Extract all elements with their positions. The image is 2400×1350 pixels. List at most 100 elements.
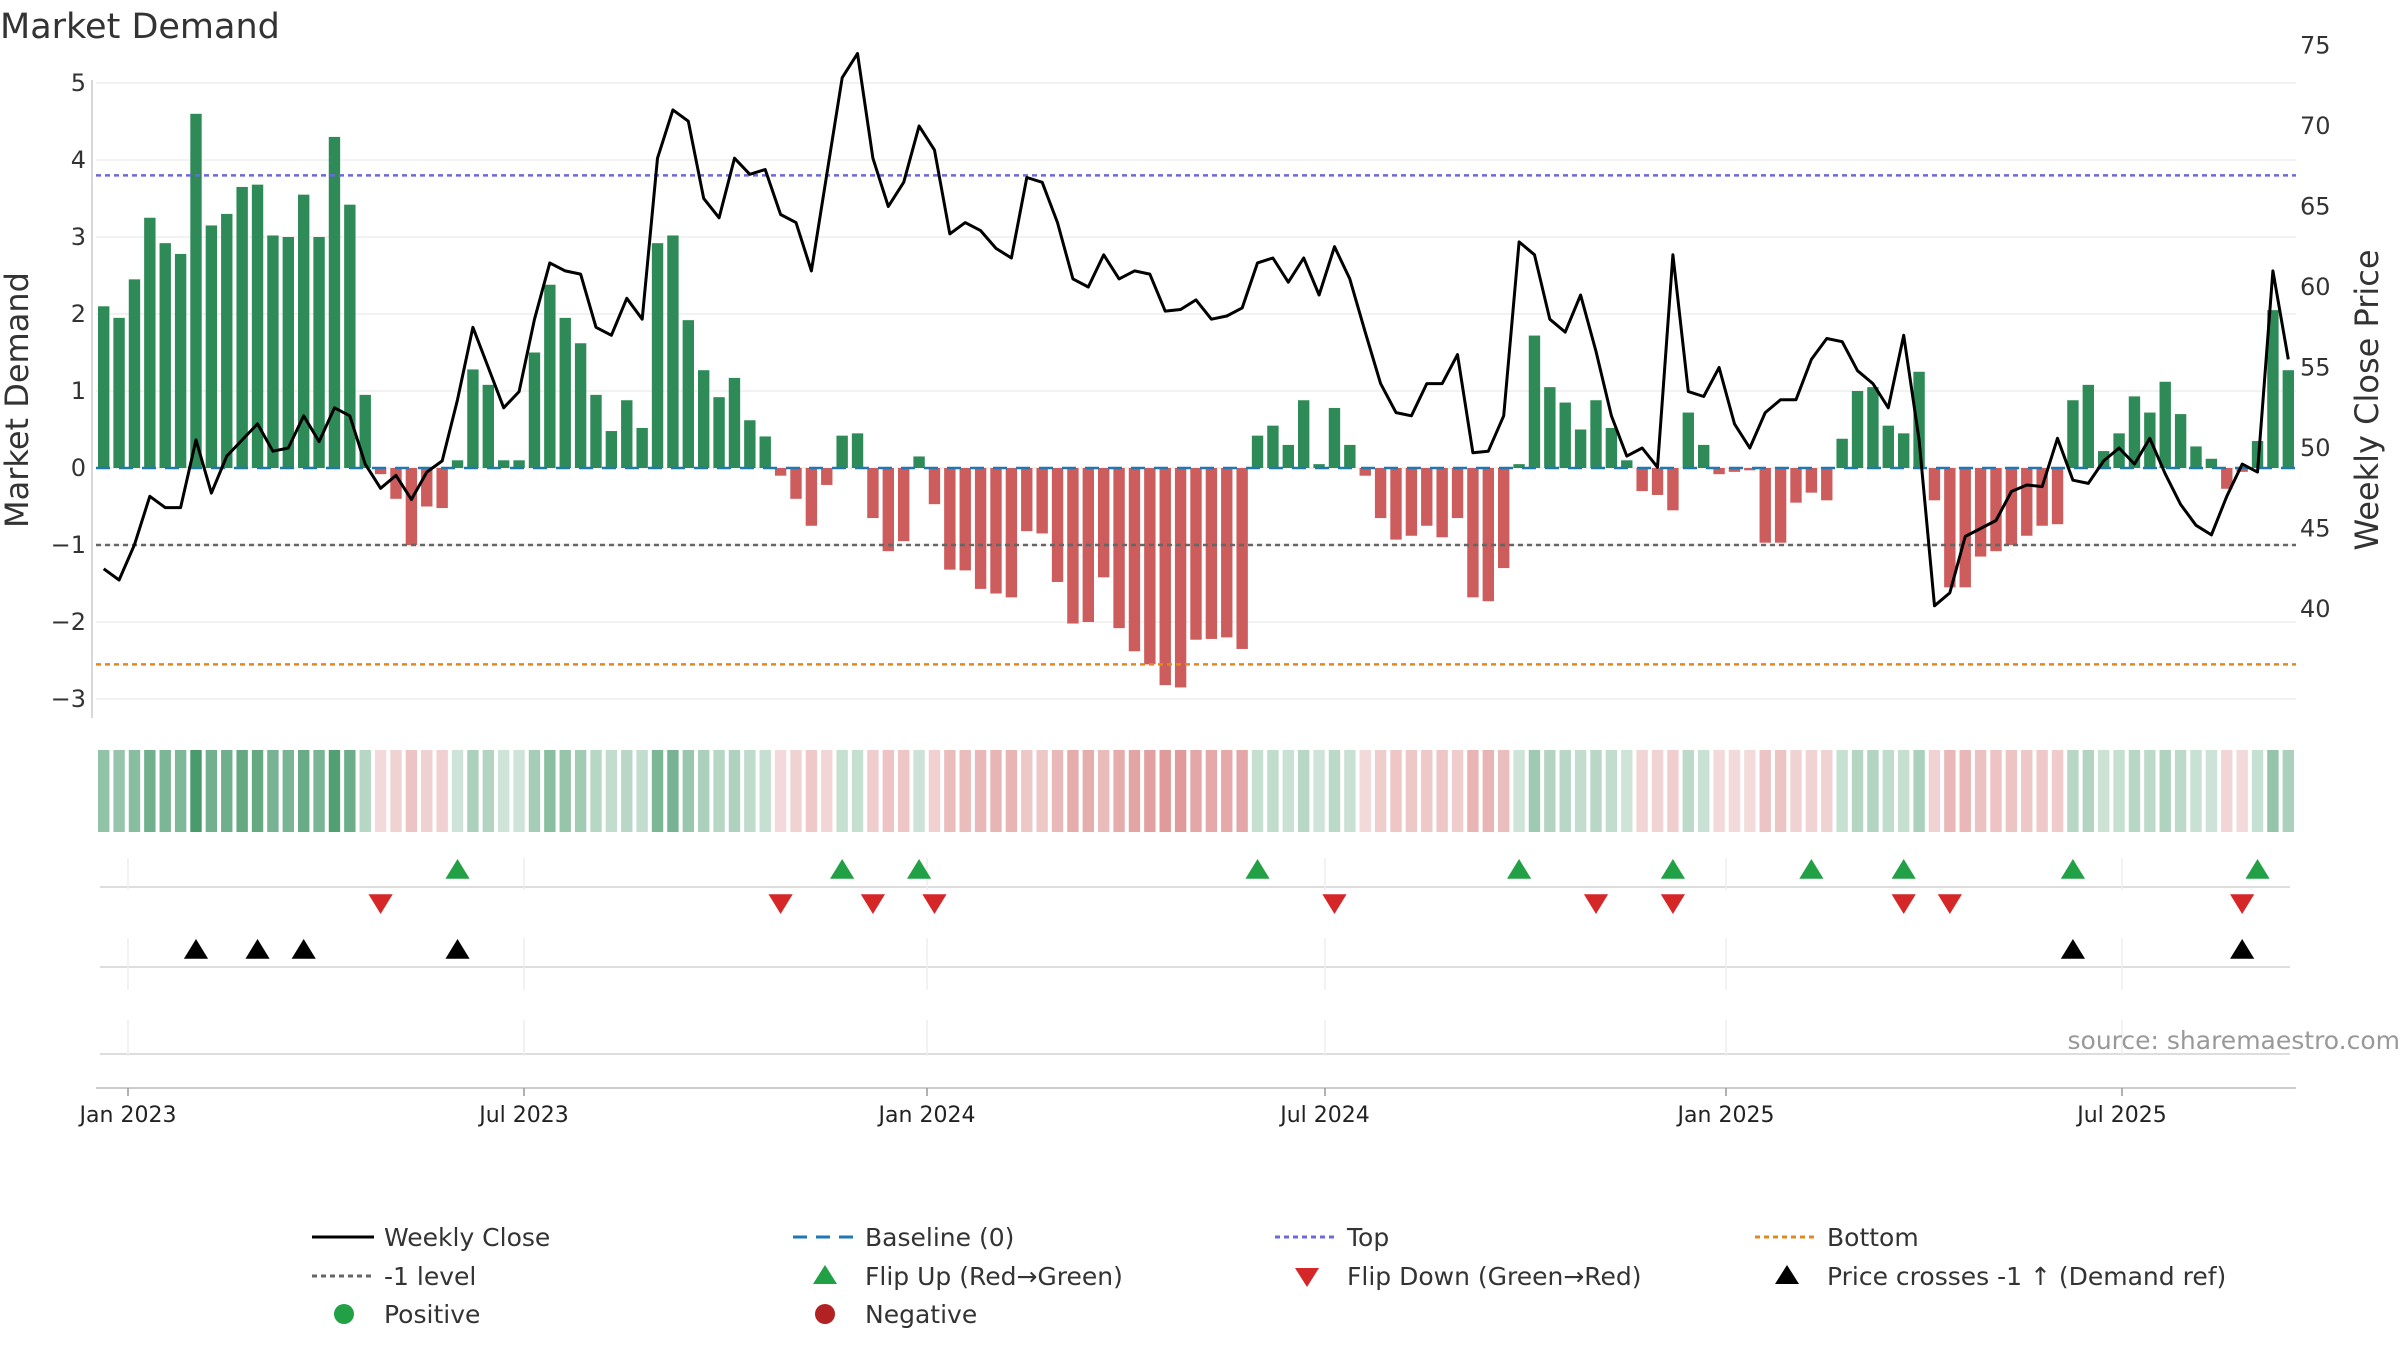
heat-strip-cell	[190, 750, 202, 832]
demand-bar	[1682, 412, 1694, 468]
axes: 5 4 3 2 1 0 −1 −2 −3 75 70 65 60 55 50 45 40	[51, 32, 2331, 718]
demand-bar	[1374, 468, 1387, 519]
heat-strip-cell	[1021, 750, 1033, 832]
heat-strip-cell	[1590, 750, 1602, 832]
heat-strip-cell	[1098, 750, 1110, 832]
heat-strip-cell	[774, 750, 787, 832]
demand-bar	[574, 343, 587, 468]
demand-bar	[467, 369, 479, 468]
heat-strip-cell	[2159, 750, 2171, 832]
heat-strip-cell	[1944, 750, 1956, 832]
demand-bar	[1805, 468, 1818, 493]
flip-down-marker	[1937, 894, 1962, 914]
heat-strip-cell	[913, 750, 925, 832]
right-tick-label: 50	[2300, 434, 2331, 462]
right-tick-label: 55	[2300, 354, 2331, 382]
heat-strip-cell	[2098, 750, 2110, 832]
heat-strip-cell	[1205, 750, 1218, 832]
demand-bar	[190, 113, 202, 469]
heat-strip-cell	[867, 750, 879, 832]
demand-bar	[774, 468, 787, 476]
demand-bar	[1774, 468, 1787, 543]
heat-strip-cell	[2128, 750, 2141, 832]
flip-down-marker	[922, 894, 947, 914]
demand-bar	[1298, 400, 1310, 468]
flip-up-marker	[906, 859, 932, 879]
demand-bar	[2113, 433, 2125, 468]
demand-bar	[374, 468, 387, 475]
demand-bar	[667, 235, 679, 468]
heat-strip-cell	[1528, 750, 1541, 832]
chart-title: Market Demand	[0, 7, 280, 47]
signal-markers	[100, 858, 2290, 1056]
demand-bar	[451, 460, 464, 468]
heat-strip-cell	[1421, 750, 1433, 832]
demand-bar	[98, 306, 110, 468]
legend-label: Top	[1346, 1223, 1389, 1252]
right-tick-label: 65	[2300, 193, 2331, 221]
demand-bar	[1498, 468, 1510, 569]
demand-bar	[128, 279, 141, 468]
legend-swatch	[1295, 1268, 1319, 1287]
heat-strip-cell	[2144, 750, 2156, 832]
heat-strip-cell	[621, 750, 633, 832]
demand-bar	[1698, 444, 1710, 468]
heat-strip-cell	[436, 750, 448, 832]
heat-strip-cell	[1974, 750, 1987, 832]
demand-bar	[1882, 425, 1894, 468]
heat-strip-cell	[1082, 750, 1094, 832]
heat-strip-cell	[159, 750, 171, 832]
heat-strip-cell	[1451, 750, 1464, 832]
heat-strip-cell	[328, 750, 341, 832]
flip-down-marker	[1660, 894, 1686, 914]
heat-strip-cell	[1221, 750, 1233, 832]
flip-down-marker	[1891, 894, 1916, 914]
demand-bar	[698, 370, 710, 468]
right-tick-label: 60	[2300, 273, 2331, 301]
left-tick-label: −3	[51, 685, 86, 713]
heat-strip-cell	[1574, 750, 1587, 832]
date-tick-label: Jan 2024	[877, 1103, 976, 1128]
demand-bar	[1651, 468, 1664, 495]
heat-strip-cell	[1128, 750, 1141, 832]
heat-strip-cell	[374, 750, 387, 832]
demand-bar	[1959, 468, 1971, 588]
heat-strip-cell	[1851, 750, 1864, 832]
heat-strip-cell	[728, 750, 741, 832]
demand-bar	[1282, 444, 1294, 468]
heat-strip-cell	[1174, 750, 1187, 832]
demand-bar	[590, 394, 602, 468]
legend-label: Negative	[865, 1300, 977, 1329]
demand-bar	[1098, 468, 1110, 578]
left-tick-label: −2	[51, 608, 86, 636]
heat-strip-cell	[359, 750, 371, 832]
heat-strip-cell	[1713, 750, 1725, 832]
demand-bar	[1390, 468, 1402, 540]
heat-strip-cell	[1390, 750, 1402, 832]
heat-strip-cell	[1836, 750, 1848, 832]
heat-strip-cell	[174, 750, 187, 832]
heat-strip-cell	[1344, 750, 1356, 832]
left-tick-label: 0	[71, 454, 86, 482]
heat-strip-cell	[298, 750, 310, 832]
date-axis: Jan 2023 Jul 2023 Jan 2024 Jul 2024 Jan 2025…	[78, 1087, 2296, 1128]
heat-strip-cell	[574, 750, 587, 832]
demand-bar	[1836, 438, 1848, 468]
demand-bar	[482, 384, 494, 468]
demand-bar	[1990, 468, 2002, 552]
legend-label: -1 level	[384, 1262, 476, 1291]
demand-bar	[944, 468, 956, 570]
heat-strip-cell	[1774, 750, 1787, 832]
heat-strip-cell	[990, 750, 1002, 832]
demand-bar	[1221, 468, 1233, 638]
demand-bar	[1636, 468, 1648, 492]
demand-bar	[1005, 468, 1018, 598]
heat-strip-cell	[1959, 750, 1971, 832]
left-tick-label: 4	[71, 146, 86, 174]
demand-bar	[805, 468, 818, 526]
demand-bar	[990, 468, 1002, 594]
demand-bar	[1159, 468, 1171, 686]
heat-strip-cell	[744, 750, 756, 832]
legend-label: Baseline (0)	[865, 1223, 1014, 1252]
